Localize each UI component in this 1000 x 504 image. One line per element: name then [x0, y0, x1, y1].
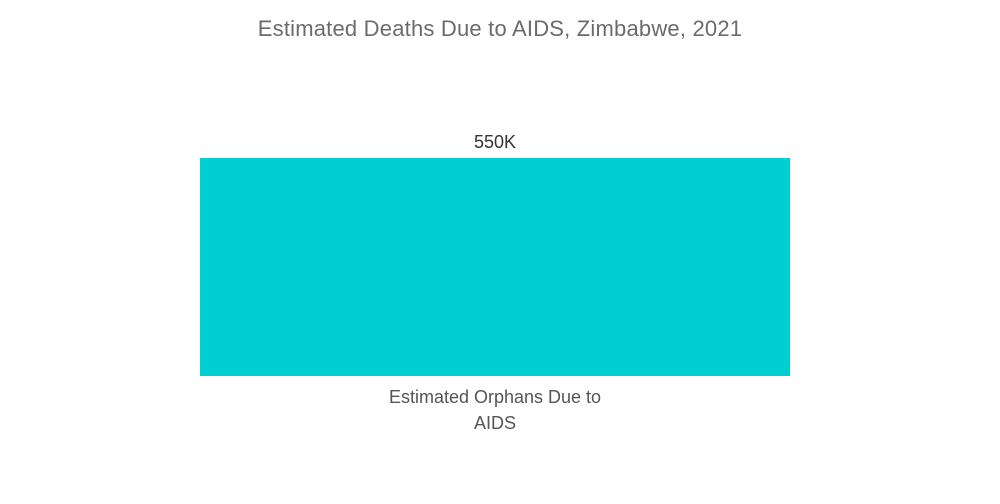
chart-title: Estimated Deaths Due to AIDS, Zimbabwe, …	[257, 16, 743, 41]
bar-data-label: 550K	[474, 132, 516, 152]
bar	[200, 158, 790, 376]
category-label: Estimated Orphans Due to AIDS	[389, 387, 601, 433]
category-label-line: AIDS	[474, 413, 516, 433]
plot-area: 550K Estimated Orphans Due to AIDS	[200, 132, 790, 433]
category-label-line: Estimated Orphans Due to	[389, 387, 601, 407]
